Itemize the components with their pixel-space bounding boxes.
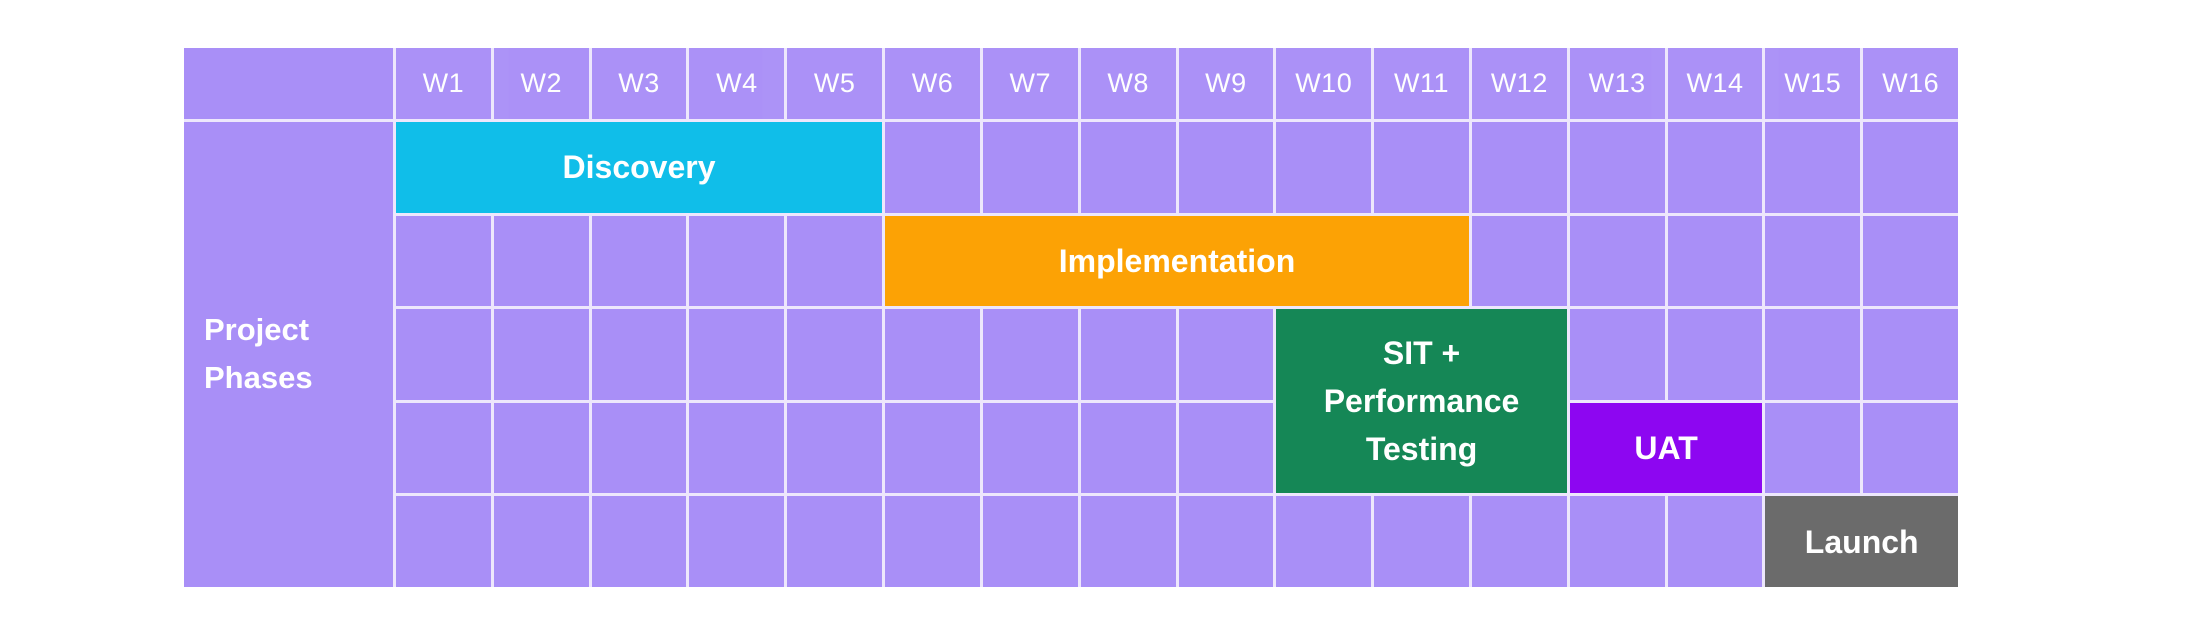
week-header-w8: W8 xyxy=(1080,48,1176,119)
grid-cell xyxy=(689,402,785,494)
grid-cell xyxy=(1667,122,1763,213)
week-header-w1: W1 xyxy=(396,48,491,119)
phase-bar-label: UAT xyxy=(1634,430,1698,467)
grid-cell xyxy=(1667,215,1763,307)
grid-cell xyxy=(1374,122,1469,213)
grid-cell xyxy=(591,215,687,307)
grid-cell xyxy=(396,402,491,494)
grid-cell xyxy=(885,122,980,213)
grid-cell xyxy=(1080,496,1176,587)
project-phases-label-line-2: Phases xyxy=(204,360,313,396)
grid-cell xyxy=(1178,122,1274,213)
grid-cell xyxy=(787,402,883,494)
gantt-chart: Project Phases W1 W2 W3 W4 W5 W6 W7 W8 W9 W10 W11 W… xyxy=(184,48,1958,587)
week-header-w11: W11 xyxy=(1374,48,1469,119)
grid-cell xyxy=(1276,496,1372,587)
grid-cell xyxy=(1569,309,1665,400)
grid-cell xyxy=(1080,122,1176,213)
grid-cell xyxy=(1080,402,1176,494)
grid-cell xyxy=(1569,496,1665,587)
phase-bar-label: Discovery xyxy=(562,149,716,186)
grid-cell xyxy=(982,122,1078,213)
week-header-w9: W9 xyxy=(1178,48,1274,119)
grid-cell xyxy=(1863,122,1958,213)
week-header-w12: W12 xyxy=(1471,48,1567,119)
grid-cell xyxy=(787,496,883,587)
phase-bar-launch: Launch xyxy=(1765,496,1958,587)
grid-cell xyxy=(689,496,785,587)
grid-cell xyxy=(1765,215,1861,307)
grid-cell xyxy=(1863,309,1958,400)
grid-cell xyxy=(591,496,687,587)
grid-cell xyxy=(689,309,785,400)
grid-cell xyxy=(1374,496,1469,587)
grid-cell xyxy=(396,496,491,587)
grid-cell xyxy=(885,309,980,400)
phase-bar-sit-performance-testing: SIT + Performance Testing xyxy=(1276,309,1567,494)
grid-cell xyxy=(1080,309,1176,400)
grid-cell xyxy=(493,496,589,587)
grid-cell xyxy=(885,402,980,494)
grid-cell xyxy=(1863,402,1958,494)
week-header-w16: W16 xyxy=(1863,48,1958,119)
week-header-w10: W10 xyxy=(1276,48,1372,119)
grid-cell xyxy=(1765,402,1861,494)
grid-cell xyxy=(1863,215,1958,307)
phase-bar-uat: UAT xyxy=(1569,402,1763,494)
phase-bar-label: SIT + xyxy=(1382,335,1461,372)
grid-cell xyxy=(591,309,687,400)
grid-cell xyxy=(1667,496,1763,587)
phase-bar-discovery: Discovery xyxy=(396,122,883,213)
grid-cell xyxy=(982,309,1078,400)
week-header-w2: W2 xyxy=(493,48,589,119)
grid-cell xyxy=(1276,122,1372,213)
grid-cell xyxy=(1471,496,1567,587)
grid-cell xyxy=(1667,309,1763,400)
grid-cell xyxy=(1178,309,1274,400)
grid-cell xyxy=(1765,309,1861,400)
phase-bar-label: Performance xyxy=(1323,383,1520,420)
week-header-w14: W14 xyxy=(1667,48,1763,119)
grid-cell xyxy=(396,215,491,307)
grid-cell xyxy=(982,496,1078,587)
grid-cell xyxy=(1471,122,1567,213)
grid-cell xyxy=(493,215,589,307)
grid-cell xyxy=(982,402,1078,494)
week-header-w5: W5 xyxy=(787,48,883,119)
project-phases-label-line-1: Project xyxy=(204,312,310,348)
grid-cell xyxy=(787,309,883,400)
grid-cell xyxy=(1471,215,1567,307)
week-header-w4: W4 xyxy=(689,48,785,119)
week-header-w6: W6 xyxy=(885,48,980,119)
grid-cell xyxy=(885,496,980,587)
week-header-w15: W15 xyxy=(1765,48,1861,119)
grid-cell xyxy=(1569,122,1665,213)
grid-cell xyxy=(689,215,785,307)
grid-cell xyxy=(787,215,883,307)
phase-bar-label: Launch xyxy=(1804,523,1919,560)
grid-cell xyxy=(493,309,589,400)
grid-cell xyxy=(1178,496,1274,587)
phase-bar-label: Testing xyxy=(1365,431,1478,468)
phase-bar-implementation: Implementation xyxy=(885,215,1469,307)
grid-cell xyxy=(493,402,589,494)
week-header-w13: W13 xyxy=(1569,48,1665,119)
week-header-w3: W3 xyxy=(591,48,687,119)
week-header-w7: W7 xyxy=(982,48,1078,119)
grid-cell xyxy=(1765,122,1861,213)
grid-cell xyxy=(1569,215,1665,307)
project-phases-label-cell: Project Phases xyxy=(184,122,393,587)
phase-bar-label: Implementation xyxy=(1058,242,1296,279)
corner-cell xyxy=(184,48,393,119)
grid-cell xyxy=(591,402,687,494)
grid-cell xyxy=(396,309,491,400)
grid-cell xyxy=(1178,402,1274,494)
